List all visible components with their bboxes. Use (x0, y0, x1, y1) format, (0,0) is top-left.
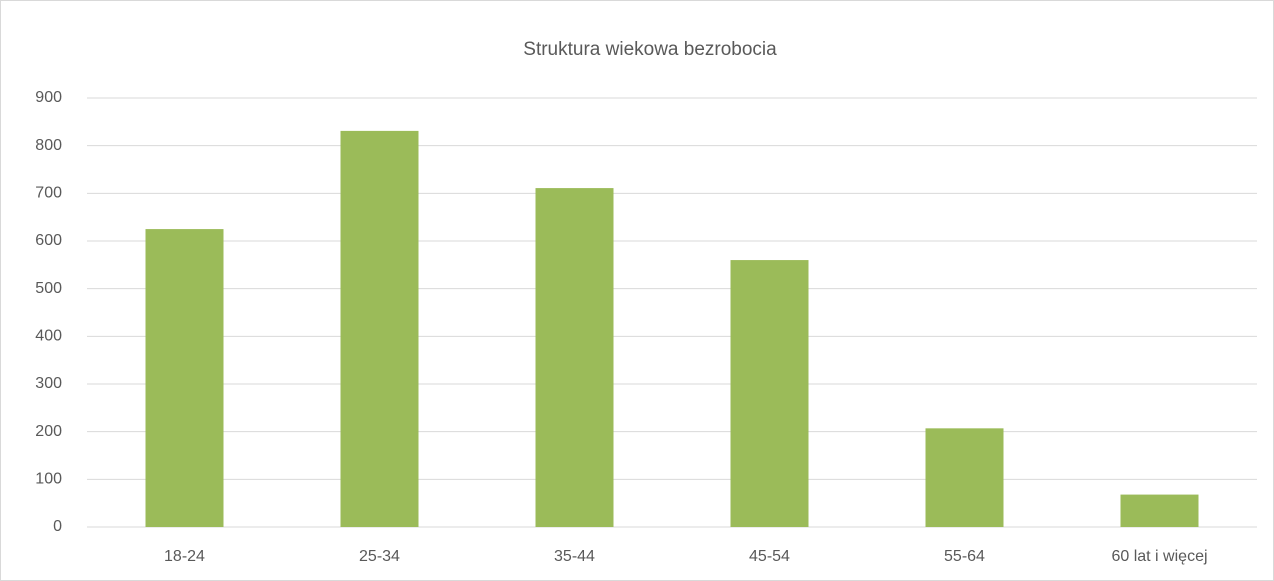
x-tick-label: 18-24 (164, 548, 205, 565)
x-tick-label: 60 lat i więcej (1111, 548, 1207, 565)
y-tick-label: 200 (35, 423, 62, 440)
y-tick-label: 700 (35, 185, 62, 202)
y-tick-label: 900 (35, 89, 62, 106)
x-tick-label: 35-44 (554, 548, 595, 565)
bar (1120, 494, 1199, 527)
y-tick-label: 400 (35, 328, 62, 345)
x-tick-label: 25-34 (359, 548, 400, 565)
bar (340, 130, 419, 527)
x-tick-label: 45-54 (749, 548, 790, 565)
bar (730, 260, 809, 527)
y-tick-label: 0 (53, 518, 62, 535)
y-tick-label: 800 (35, 137, 62, 154)
x-tick-label: 55-64 (944, 548, 985, 565)
y-tick-label: 500 (35, 280, 62, 297)
bar (925, 428, 1004, 527)
chart-title: Struktura wiekowa bezrobocia (523, 39, 777, 60)
y-tick-label: 600 (35, 232, 62, 249)
y-tick-label: 300 (35, 375, 62, 392)
y-tick-label: 100 (35, 471, 62, 488)
bar (145, 229, 224, 528)
bar (535, 188, 614, 527)
